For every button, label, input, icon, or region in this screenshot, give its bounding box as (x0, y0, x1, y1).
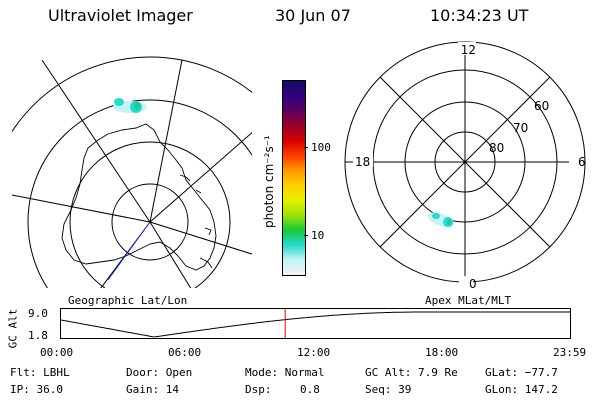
right-plot-caption: Apex MLat/MLT (425, 294, 512, 307)
subsatellite-track (107, 221, 151, 281)
ip-status: IP: 36.0 (10, 383, 63, 396)
colorbar-gradient (283, 81, 305, 275)
mlat-label-70: 70 (513, 121, 528, 135)
altitude-axis-label: GC Alt (6, 308, 20, 349)
mlat-label-60: 60 (534, 99, 549, 113)
glon-status: GLon: 147.2 (485, 383, 558, 396)
x-tick-1800: 18:00 (425, 346, 459, 359)
filter-status: Flt: LBHL (10, 366, 70, 379)
x-tick-0600: 06:00 (168, 346, 202, 359)
gain-status: Gain: 14 (126, 383, 179, 396)
instrument-title: Ultraviolet Imager (48, 6, 193, 25)
dsp-label: Dsp: (245, 383, 272, 396)
mlt-label-12: 12 (461, 43, 476, 57)
mlt-label-18: 18 (355, 155, 370, 169)
aurora-emission-mlt (427, 212, 455, 228)
dsp-value: 0.8 (300, 383, 320, 396)
coastline (61, 123, 217, 271)
mlt-label-0: 0 (469, 277, 477, 290)
lat-circle (27, 99, 252, 288)
apex-polar-plot: 12 18 6 0 60 70 80 (344, 41, 586, 290)
left-map-caption: Geographic Lat/Lon (68, 294, 188, 307)
alt-tick-max: 9.0 (28, 307, 48, 320)
time-label: 10:34:23 UT (430, 6, 529, 25)
x-tick-1200: 12:00 (297, 346, 331, 359)
door-status: Door: Open (126, 366, 193, 379)
seq-status: Seq: 39 (365, 383, 412, 396)
aurora-emission (113, 98, 147, 113)
alt-tick-min: 1.8 (28, 329, 48, 342)
altitude-curve (60, 311, 570, 338)
altitude-plot (60, 308, 571, 339)
geographic-map (12, 56, 252, 288)
glat-status: GLat: −77.7 (485, 366, 558, 379)
x-tick-2359: 23:59 (553, 346, 587, 359)
date-label: 30 Jun 07 (275, 6, 351, 25)
colorbar-unit-label: photon cm⁻²s⁻¹ (262, 135, 276, 228)
mlat-label-80: 80 (489, 141, 504, 155)
colorbar-tick-10: 10 (311, 229, 325, 242)
gc-alt-status: GC Alt: 7.9 Re (365, 366, 458, 379)
altitude-plot-frame (60, 308, 571, 339)
lat-circle (111, 183, 189, 261)
mode-status: Mode: Normal (245, 366, 325, 379)
colorbar-tick-100: 100 (311, 141, 331, 154)
colorbar (282, 80, 306, 276)
lat-circle (69, 141, 231, 288)
x-tick-0000: 00:00 (40, 346, 74, 359)
mlt-label-6: 6 (578, 155, 586, 169)
lat-circle (12, 56, 252, 133)
